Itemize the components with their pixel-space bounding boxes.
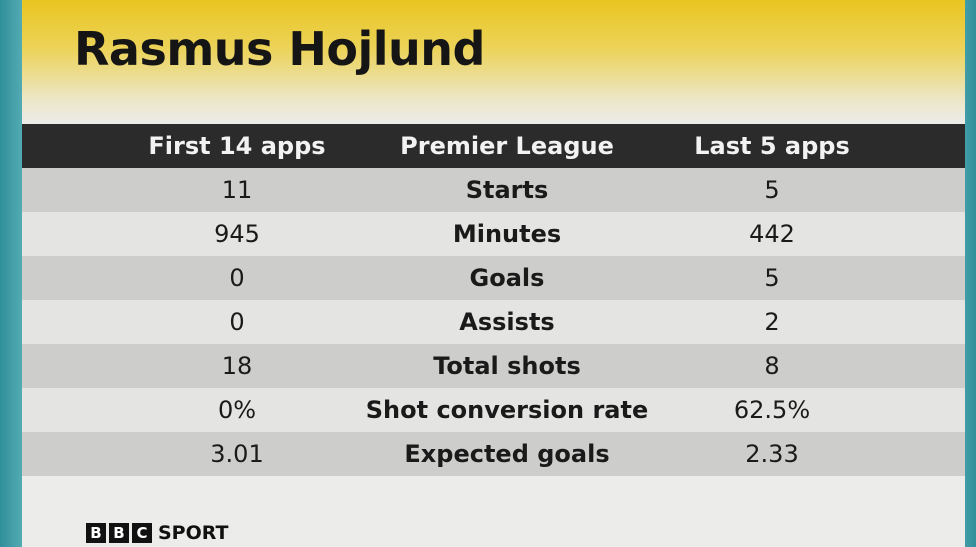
stat-label: Goals	[469, 264, 545, 292]
logo-letter: C	[132, 523, 152, 543]
stat-label: Total shots	[433, 352, 581, 380]
stat-value: 2	[764, 308, 780, 336]
stat-value: 2.33	[745, 440, 799, 468]
title: Rasmus Hojlund	[74, 22, 485, 76]
table-row: 0 Assists 2	[22, 300, 965, 344]
stat-value: 442	[749, 220, 795, 248]
logo-letter: B	[109, 523, 129, 543]
table-row: 0% Shot conversion rate 62.5%	[22, 388, 965, 432]
stat-label: Starts	[465, 176, 549, 204]
stat-value: 5	[764, 264, 780, 292]
stat-value: 945	[214, 220, 260, 248]
column-header: Last 5 apps	[694, 132, 850, 160]
stat-value: 11	[221, 176, 253, 204]
stats-table: First 14 apps Premier League Last 5 apps 11…	[22, 124, 965, 476]
column-header: First 14 apps	[148, 132, 326, 160]
stat-value: 18	[221, 352, 253, 380]
column-header: Premier League	[400, 132, 614, 160]
stat-value: 8	[764, 352, 780, 380]
footer-logo: B B C SPORT	[86, 522, 229, 544]
header: Rasmus Hojlund	[22, 0, 965, 124]
stat-label: Minutes	[452, 220, 562, 248]
logo-letter: B	[86, 523, 106, 543]
table-row: 945 Minutes 442	[22, 212, 965, 256]
stat-value: 62.5%	[733, 396, 811, 424]
stat-value: 0	[229, 308, 245, 336]
table-row: 11 Starts 5	[22, 168, 965, 212]
table-row: 3.01 Expected goals 2.33	[22, 432, 965, 476]
table-row: 0 Goals 5	[22, 256, 965, 300]
stat-label: Assists	[459, 308, 555, 336]
stat-value: 0%	[217, 396, 257, 424]
stat-value: 0	[229, 264, 245, 292]
stat-label: Expected goals	[404, 440, 610, 468]
stats-card: Rasmus Hojlund First 14 apps Premier Leag…	[22, 0, 965, 547]
stat-value: 5	[764, 176, 780, 204]
stat-label: Shot conversion rate	[365, 396, 649, 424]
stat-value: 3.01	[210, 440, 264, 468]
header-row: First 14 apps Premier League Last 5 apps	[22, 124, 965, 168]
brand: SPORT	[158, 522, 229, 544]
table-row: 18 Total shots 8	[22, 344, 965, 388]
